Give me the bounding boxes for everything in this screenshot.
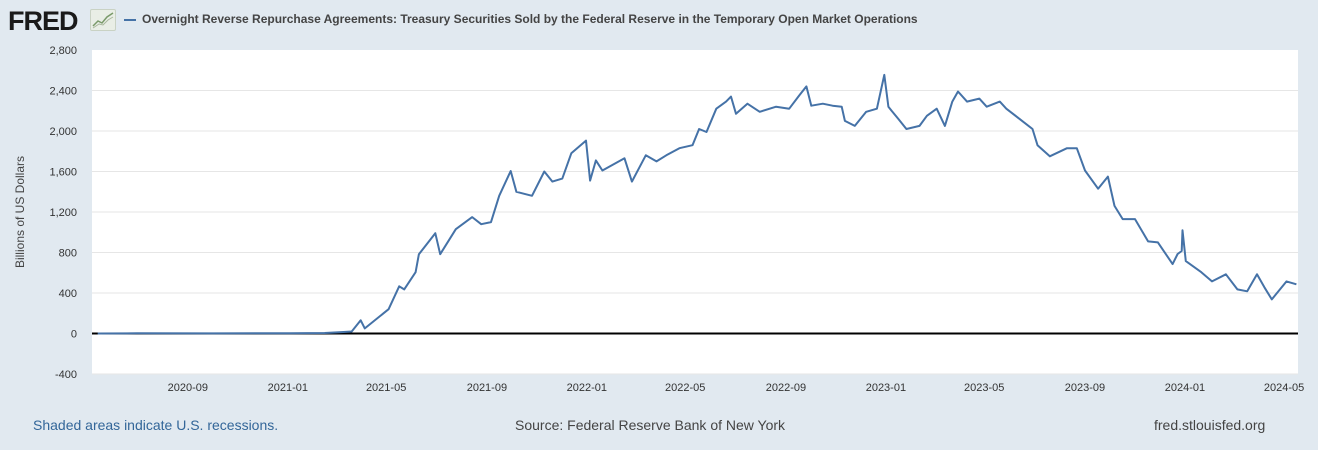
y-tick-label: 0 (71, 329, 77, 341)
x-tick-label: 2023-09 (1065, 382, 1105, 394)
y-tick-label: 2,400 (49, 86, 77, 98)
x-tick-label: 2022-01 (567, 382, 607, 394)
legend-line-icon (124, 18, 136, 21)
x-tick-label: 2024-05 (1264, 382, 1304, 394)
source-text: Source: Federal Reserve Bank of New York (515, 417, 786, 433)
x-tick-label: 2021-01 (268, 382, 308, 394)
y-tick-label: 2,800 (49, 45, 77, 57)
recessions-note[interactable]: Shaded areas indicate U.S. recessions. (33, 417, 279, 433)
x-tick-label: 2021-09 (467, 382, 507, 394)
x-tick-label: 2020-09 (168, 382, 208, 394)
chart-thumbnail-icon (90, 9, 116, 31)
x-tick-label: 2023-05 (964, 382, 1004, 394)
line-chart: -400 0 400 800 1,200 1,600 2,000 2,400 2,800 2020… (49, 45, 1304, 394)
series-line (97, 73, 1297, 335)
y-tick-label: 2,000 (49, 126, 77, 138)
y-tick-label: 1,200 (49, 207, 77, 219)
chart-title[interactable]: Overnight Reverse Repurchase Agreements:… (124, 12, 918, 26)
x-tick-label: 2023-01 (866, 382, 906, 394)
x-tick-label: 2022-09 (766, 382, 806, 394)
y-tick-label: 1,600 (49, 167, 77, 179)
y-tick-label: -400 (55, 369, 77, 381)
x-tick-label: 2024-01 (1165, 382, 1205, 394)
chart-title-text: Overnight Reverse Repurchase Agreements:… (142, 12, 918, 26)
y-tick-label: 400 (59, 288, 77, 300)
x-tick-label: 2022-05 (665, 382, 705, 394)
y-tick-label: 800 (59, 248, 77, 260)
site-link[interactable]: fred.stlouisfed.org (1154, 417, 1266, 433)
fred-logo[interactable]: FRED (8, 6, 78, 36)
x-tick-label: 2021-05 (366, 382, 406, 394)
